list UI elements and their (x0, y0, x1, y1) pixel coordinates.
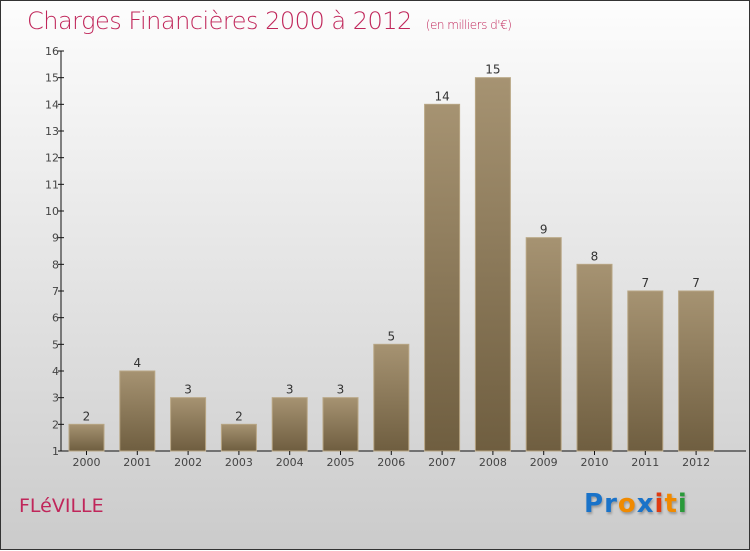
data-label: 5 (387, 329, 395, 343)
y-tick-label: 3 (52, 392, 59, 405)
logo-letter: x (636, 489, 655, 519)
x-tick-label: 2007 (428, 456, 456, 469)
logo-letter: t (664, 489, 678, 519)
x-tick-label: 2008 (479, 456, 507, 469)
y-tick-label: 9 (52, 232, 59, 245)
x-tick-label: 2000 (73, 456, 101, 469)
x-tick-label: 2002 (174, 456, 202, 469)
y-tick-label: 12 (45, 152, 59, 165)
data-label: 7 (641, 276, 649, 290)
bar-2002 (170, 397, 207, 452)
bar-2003 (220, 423, 257, 452)
data-label: 3 (286, 383, 294, 397)
y-tick-label: 7 (52, 285, 59, 298)
x-tick-label: 2009 (530, 456, 558, 469)
x-tick-label: 2001 (123, 456, 151, 469)
data-label: 9 (540, 223, 548, 237)
data-label: 3 (337, 383, 345, 397)
x-tick-label: 2012 (682, 456, 710, 469)
x-tick-label: 2003 (225, 456, 253, 469)
logo-letter: P (584, 489, 605, 519)
y-tick-label: 13 (45, 125, 59, 138)
bar-2000 (68, 423, 105, 452)
data-label: 8 (591, 249, 599, 263)
logo-letter: o (617, 489, 637, 519)
bar-2004 (271, 397, 308, 452)
data-label: 2 (235, 409, 243, 423)
bar-2001 (119, 370, 156, 452)
logo-letter: i (677, 489, 688, 519)
chart-title: Charges Financières 2000 à 2012 (en milli… (27, 7, 512, 35)
unit-label: (en milliers d'€) (425, 18, 512, 32)
data-label: 4 (133, 356, 141, 370)
y-tick-label: 1 (52, 445, 59, 458)
bar-2008 (474, 77, 511, 452)
data-label: 7 (692, 276, 700, 290)
bar-2005 (322, 397, 359, 452)
title-text: Charges Financières 2000 à 2012 (27, 7, 412, 35)
city-name: FLéVILLE (19, 495, 104, 517)
x-tick-label: 2010 (581, 456, 609, 469)
x-tick-label: 2011 (631, 456, 659, 469)
y-tick-label: 10 (45, 205, 59, 218)
x-tick-label: 2005 (327, 456, 355, 469)
data-label: 15 (485, 63, 500, 77)
logo-letter: i (654, 489, 665, 519)
y-tick-label: 8 (52, 258, 59, 271)
data-label: 14 (434, 89, 449, 103)
y-tick-label: 11 (45, 178, 59, 191)
data-label: 3 (184, 383, 192, 397)
y-tick-label: 16 (45, 45, 59, 58)
x-tick-label: 2004 (276, 456, 304, 469)
bar-2010 (576, 263, 613, 452)
y-tick-label: 4 (52, 365, 59, 378)
proxiti-logo[interactable]: Proxiti (584, 489, 688, 519)
y-tick-label: 14 (45, 98, 59, 111)
y-tick-label: 5 (52, 338, 59, 351)
data-label: 2 (83, 409, 91, 423)
bar-2009 (525, 237, 562, 452)
y-tick-label: 15 (45, 72, 59, 85)
logo-letter: r (604, 489, 618, 519)
x-tick-label: 2006 (377, 456, 405, 469)
bar-2011 (627, 290, 664, 452)
bar-2006 (373, 343, 410, 452)
y-tick-label: 6 (52, 312, 59, 325)
bar-2012 (678, 290, 715, 452)
bar-2007 (424, 103, 461, 452)
y-tick-label: 2 (52, 418, 59, 431)
